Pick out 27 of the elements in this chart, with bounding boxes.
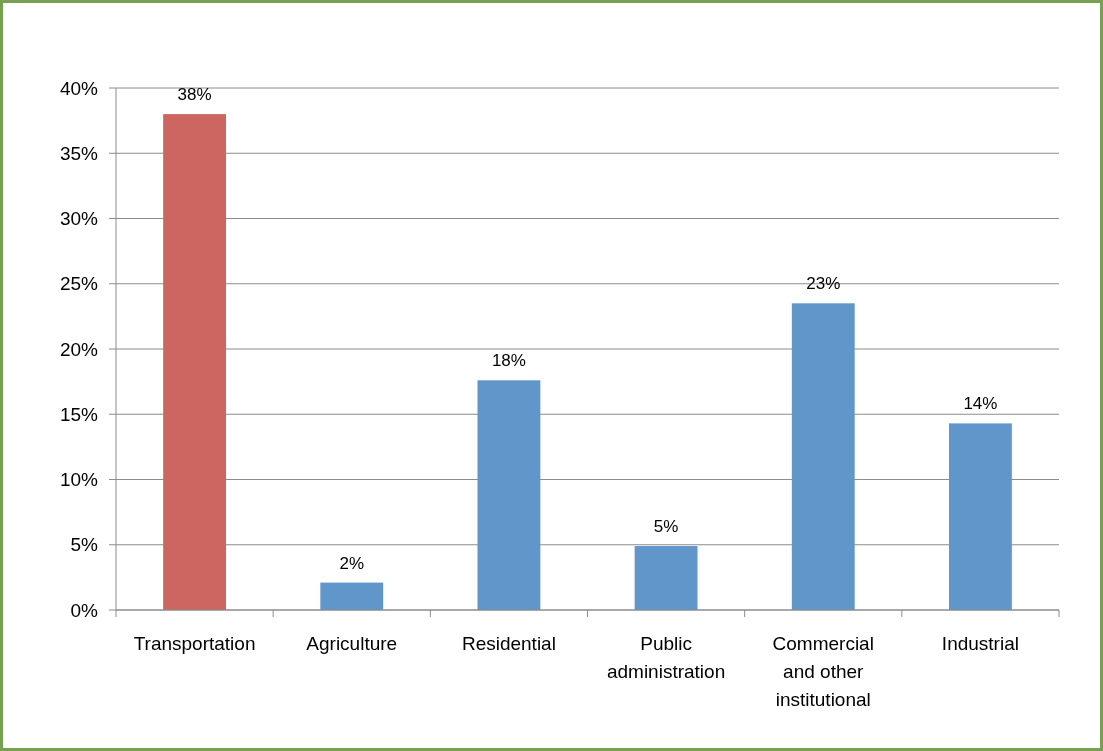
y-tick-label: 40% — [59, 77, 99, 99]
x-tick-label: Residential — [461, 633, 556, 654]
x-tick-label: Agriculture — [306, 633, 398, 654]
bar — [477, 380, 541, 610]
y-tick-label: 25% — [59, 273, 99, 295]
y-tick-label: 30% — [59, 208, 99, 230]
x-tick-label: Industrial — [941, 633, 1019, 654]
bar — [320, 582, 384, 610]
data-label: 14% — [963, 394, 998, 414]
data-label: 23% — [806, 274, 841, 294]
y-tick-label: 15% — [59, 403, 99, 425]
data-label: 18% — [491, 351, 526, 371]
bar — [163, 114, 227, 610]
bar — [791, 303, 855, 610]
data-label: 38% — [177, 85, 212, 105]
x-tick-label: Transportation — [133, 633, 256, 654]
y-tick-label: 5% — [70, 534, 99, 556]
y-tick-label: 20% — [59, 338, 99, 360]
x-tick-label: Commercial and other institutional — [772, 633, 874, 710]
x-tick-label: Public administration — [606, 633, 726, 682]
data-label: 5% — [653, 517, 679, 537]
y-tick-label: 10% — [59, 469, 99, 491]
data-label: 2% — [339, 553, 365, 573]
bar — [634, 546, 698, 610]
bar — [948, 423, 1012, 610]
y-tick-label: 35% — [59, 142, 99, 164]
y-tick-label: 0% — [70, 599, 99, 621]
